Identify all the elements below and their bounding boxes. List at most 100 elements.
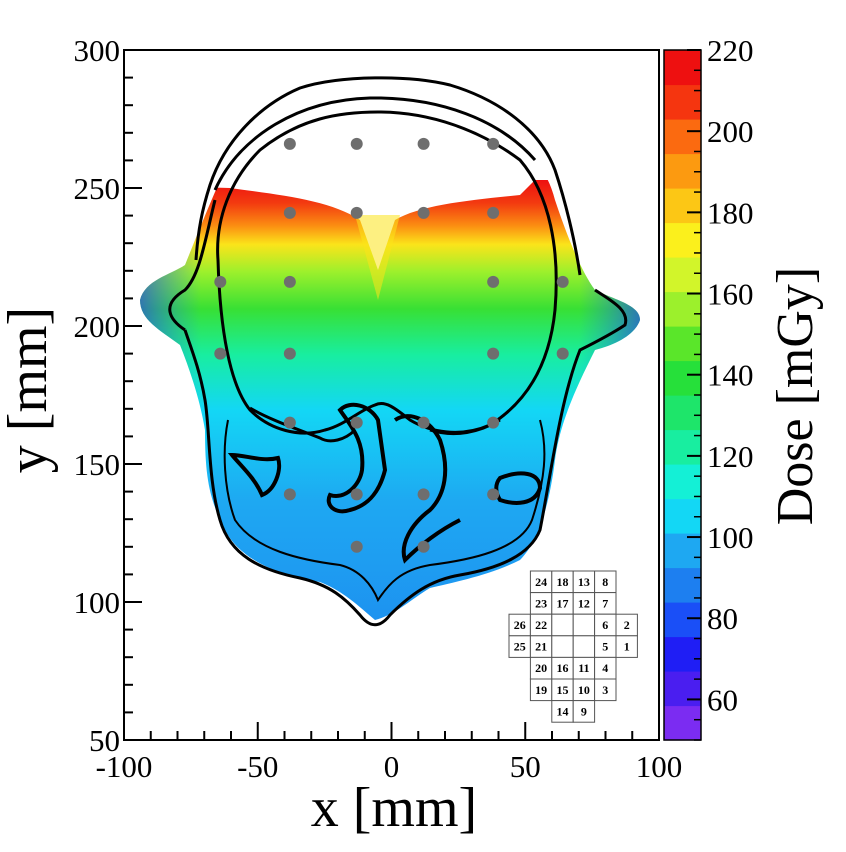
inset-cell-label: 23 bbox=[535, 596, 547, 610]
inset-cell bbox=[572, 613, 596, 637]
dosimeter-point bbox=[417, 416, 430, 429]
dosimeter-point bbox=[350, 416, 363, 429]
colorbar-band bbox=[664, 291, 701, 327]
colorbar-tick-label: 220 bbox=[707, 33, 754, 68]
dosimeter-point bbox=[214, 347, 227, 360]
colorbar-band bbox=[664, 222, 701, 258]
x-tick-label: 50 bbox=[510, 749, 541, 784]
y-axis-title: y [mm] bbox=[0, 307, 59, 473]
inset-cell-label: 13 bbox=[578, 575, 590, 589]
inset-cell-label: 25 bbox=[514, 640, 526, 654]
colorbar-tick-label: 200 bbox=[707, 114, 754, 149]
inset-cell bbox=[594, 678, 617, 702]
y-tick-label: 300 bbox=[74, 33, 121, 68]
dosimeter-point bbox=[487, 416, 500, 429]
x-axis-title: x [mm] bbox=[311, 777, 477, 839]
brain-contour bbox=[216, 110, 558, 435]
dosimeter-point bbox=[350, 488, 363, 501]
dosimeter-point bbox=[350, 540, 363, 553]
colorbar-band bbox=[664, 429, 701, 465]
inset-cell-label: 1 bbox=[624, 640, 630, 654]
colorbar-tick-label: 180 bbox=[707, 195, 754, 230]
dosimeter-point bbox=[283, 206, 296, 219]
colorbar-band bbox=[664, 326, 701, 362]
inset-cell-label: 4 bbox=[602, 661, 608, 675]
dosimeter-point bbox=[283, 275, 296, 288]
dose-map-center-notch bbox=[355, 215, 400, 300]
colorbar-tick-label: 100 bbox=[707, 520, 754, 555]
inset-cell-label: 10 bbox=[578, 683, 590, 697]
inner-head-contour bbox=[223, 419, 546, 603]
dosimeter-point bbox=[487, 206, 500, 219]
inset-cell-label: 2 bbox=[624, 618, 630, 632]
inset-cell-label: 20 bbox=[535, 661, 547, 675]
dosimeter-point bbox=[417, 540, 430, 553]
inset-cell-label: 7 bbox=[602, 596, 608, 610]
dosimeter-point bbox=[350, 137, 363, 150]
inset-cell bbox=[572, 700, 596, 723]
colorbar-band bbox=[664, 257, 701, 293]
x-tick-label: 100 bbox=[636, 749, 683, 784]
inset-cell-label: 8 bbox=[602, 575, 608, 589]
dosimeter-point bbox=[556, 275, 569, 288]
inset-cell-label: 18 bbox=[557, 575, 569, 589]
dosimeter-point bbox=[283, 416, 296, 429]
inset-cell-label: 5 bbox=[602, 640, 608, 654]
dosimeter-point bbox=[417, 206, 430, 219]
dosimeter-point bbox=[487, 137, 500, 150]
x-tick-label: -50 bbox=[237, 749, 278, 784]
inset-cell-label: 16 bbox=[557, 661, 569, 675]
skull-inner-contour bbox=[213, 96, 537, 191]
colorbar-band bbox=[664, 533, 701, 569]
inset-cell-label: 24 bbox=[535, 575, 547, 589]
y-tick-label: 150 bbox=[74, 447, 121, 482]
dosimeter-point bbox=[283, 347, 296, 360]
inset-cell-label: 15 bbox=[557, 683, 569, 697]
colorbar-band bbox=[664, 705, 701, 741]
x-tick-label: 0 bbox=[384, 749, 400, 784]
anatomy-contours bbox=[168, 76, 628, 627]
inset-cell-label: 19 bbox=[535, 683, 547, 697]
inset-cell-label: 21 bbox=[535, 640, 547, 654]
colorbar-band bbox=[664, 636, 701, 672]
sinus-right-contour bbox=[494, 471, 543, 505]
dosimeter-point bbox=[487, 488, 500, 501]
y-tick-label: 50 bbox=[89, 723, 120, 758]
inset-cell bbox=[551, 613, 574, 637]
inset-cell-label: 22 bbox=[535, 618, 547, 632]
dosimeter-point bbox=[417, 488, 430, 501]
colorbar-band bbox=[664, 395, 701, 431]
inset-cell-label: 14 bbox=[557, 704, 569, 718]
inset-cell bbox=[572, 635, 596, 658]
colorbar-band bbox=[664, 50, 701, 86]
inset-cell-label: 9 bbox=[581, 704, 587, 718]
inset-cell-label: 6 bbox=[602, 618, 608, 632]
colorbar-tick-label: 80 bbox=[707, 601, 738, 636]
dosimeter-layout-inset: 24 18 13 8 23 17 12 7 26 22 6 2 25 21 5 1 20 16 11 4 19 15 10 3… bbox=[508, 570, 638, 723]
dosimeter-point bbox=[283, 488, 296, 501]
colorbar-band bbox=[664, 360, 701, 396]
inset-cell-label: 3 bbox=[602, 683, 608, 697]
y-tick-label: 100 bbox=[74, 585, 121, 620]
inset-cell bbox=[551, 635, 574, 658]
colorbar: 60 80 100 120 140 160 180 200 220 bbox=[663, 33, 754, 741]
dosimeter-point bbox=[283, 137, 296, 150]
colorbar-title: Dose [mGy] bbox=[767, 267, 824, 526]
colorbar-band bbox=[664, 602, 701, 638]
colorbar-tick-label: 120 bbox=[707, 439, 754, 474]
dosimeter-point bbox=[487, 275, 500, 288]
dosimeter-point bbox=[350, 206, 363, 219]
dosimeter-point bbox=[487, 347, 500, 360]
y-tick-label: 250 bbox=[74, 171, 121, 206]
axes: -100 -50 0 50 100 50 100 150 200 250 300 bbox=[74, 33, 683, 784]
colorbar-band bbox=[664, 119, 701, 155]
dosimeter-point bbox=[417, 137, 430, 150]
dosimeter-points bbox=[214, 137, 569, 553]
inset-cell-label: 12 bbox=[578, 596, 590, 610]
x-tick-label: -100 bbox=[96, 749, 153, 784]
inset-cell bbox=[615, 635, 638, 658]
colorbar-band bbox=[664, 464, 701, 500]
skull-outer-contour bbox=[194, 76, 582, 276]
dosimeter-point bbox=[214, 275, 227, 288]
